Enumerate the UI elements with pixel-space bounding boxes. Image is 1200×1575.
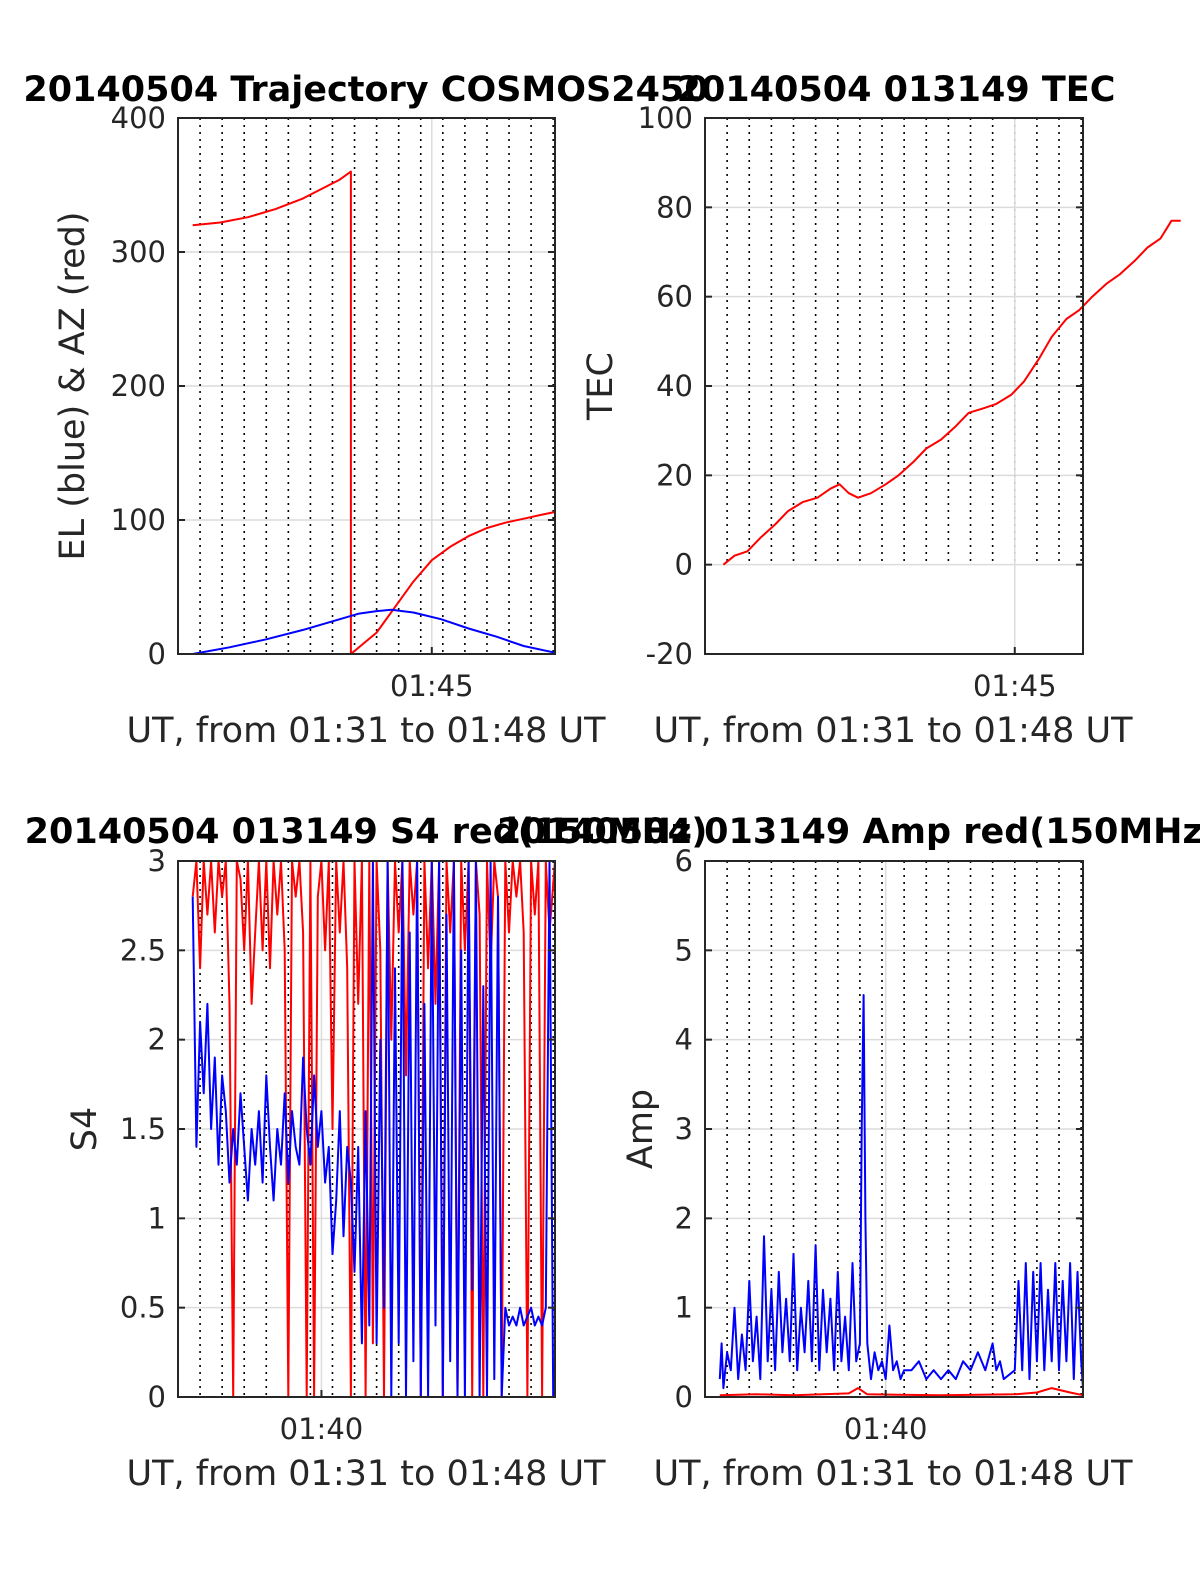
y-tick-label: 200 <box>111 369 166 403</box>
amp-title: 20140504 013149 Amp red(150MHz) <box>497 812 1200 852</box>
s4-xlabel: UT, from 01:31 to 01:48 UT <box>126 1454 606 1494</box>
y-tick-label: 100 <box>111 503 166 537</box>
y-tick-label: 80 <box>656 190 693 224</box>
y-tick-label: 20 <box>656 458 693 492</box>
y-tick-label: 0.5 <box>120 1291 166 1325</box>
s4-ylabel: S4 <box>65 1107 105 1152</box>
trajectory-title: 20140504 Trajectory COSMOS2450 <box>23 70 708 110</box>
trajectory-ylabel: EL (blue) & AZ (red) <box>53 212 93 561</box>
y-tick-label: 2 <box>148 1023 166 1057</box>
s4-title: 20140504 013149 S4 red(150MHz) <box>25 812 708 852</box>
s4-ticks: 0 0.5 1 1.5 2 2.5 3 01:40 <box>120 844 555 1446</box>
amp-xlabel: UT, from 01:31 to 01:48 UT <box>653 1454 1133 1494</box>
y-tick-label: 0 <box>148 1380 166 1414</box>
x-tick-label: 01:40 <box>280 1412 364 1446</box>
amp-series-0-line <box>719 1387 1084 1397</box>
y-tick-label: 2.5 <box>120 933 166 967</box>
y-tick-label: 3 <box>675 1112 693 1146</box>
y-tick-label: 1 <box>148 1201 166 1235</box>
tec-series <box>722 219 1181 566</box>
tec-ticks: -20 0 20 40 60 80 100 01:45 <box>638 101 1083 703</box>
x-tick-label: 01:45 <box>973 669 1057 703</box>
s4-subplot: 0 0.5 1 1.5 2 2.5 3 01:40 20140504 013149 S4 re… <box>25 812 708 1494</box>
tec-series-0-line <box>722 219 1181 566</box>
tec-subplot: -20 0 20 40 60 80 100 01:45 20140504 013149 TEC… <box>581 70 1181 751</box>
tec-xlabel: UT, from 01:31 to 01:48 UT <box>653 711 1133 751</box>
tec-grid <box>705 118 1083 654</box>
y-tick-label: 2 <box>675 1201 693 1235</box>
tec-title: 20140504 013149 TEC <box>677 70 1116 110</box>
y-tick-label: 0 <box>675 548 693 582</box>
y-tick-label: 300 <box>111 235 166 269</box>
s4-series-0-line <box>191 860 556 1398</box>
trajectory-xlabel: UT, from 01:31 to 01:48 UT <box>126 711 606 751</box>
trajectory-series-0-line <box>192 170 556 655</box>
y-tick-label: -20 <box>646 637 693 671</box>
y-tick-label: 5 <box>675 933 693 967</box>
y-tick-label: 0 <box>675 1380 693 1414</box>
trajectory-series <box>192 170 556 655</box>
amp-series <box>718 994 1084 1397</box>
x-tick-label: 01:40 <box>844 1412 928 1446</box>
tec-ylabel: TEC <box>581 352 621 421</box>
y-tick-label: 400 <box>111 101 166 135</box>
y-tick-label: 1 <box>675 1291 693 1325</box>
trajectory-grid <box>178 118 555 654</box>
trajectory-ticks: 0 100 200 300 400 01:45 <box>111 101 555 703</box>
y-tick-label: 1.5 <box>120 1112 166 1146</box>
y-tick-label: 40 <box>656 369 693 403</box>
y-tick-label: 0 <box>148 637 166 671</box>
amp-ticks: 0 1 2 3 4 5 6 01:40 <box>675 844 1083 1446</box>
y-tick-label: 4 <box>675 1023 693 1057</box>
y-tick-label: 60 <box>656 280 693 314</box>
x-tick-label: 01:45 <box>390 669 474 703</box>
y-tick-label: 100 <box>638 101 693 135</box>
amp-subplot: 0 1 2 3 4 5 6 01:40 20140504 013149 Amp red(150… <box>497 812 1200 1494</box>
y-tick-label: 6 <box>675 844 693 878</box>
amp-ylabel: Amp <box>621 1089 661 1169</box>
y-tick-label: 3 <box>148 844 166 878</box>
amp-series-1-line <box>718 994 1084 1390</box>
trajectory-series-1-line <box>192 608 556 655</box>
